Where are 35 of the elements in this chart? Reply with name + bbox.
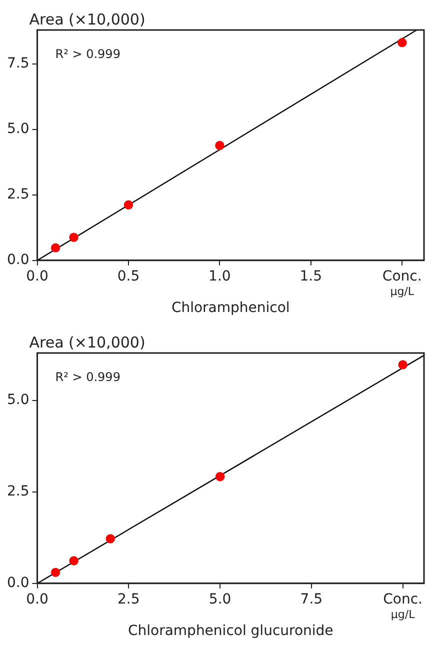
y-tick-label: 0.0 — [7, 252, 30, 268]
point — [398, 38, 407, 48]
y-tick-label: 2.5 — [7, 484, 30, 500]
annotation: R² > 0.999 — [55, 370, 120, 384]
x-tick-label: 0.0 — [26, 591, 48, 608]
point — [106, 534, 115, 544]
x-tick-label: 1.0 — [208, 268, 231, 284]
y-tick-label: 7.5 — [7, 56, 30, 72]
point — [215, 472, 225, 482]
x-tick-label: 1.5 — [300, 268, 322, 284]
point — [50, 568, 60, 578]
point — [398, 360, 408, 370]
y-tick-label: 5.0 — [7, 121, 30, 138]
point — [50, 243, 60, 252]
x-tick-label: 5.0 — [208, 591, 232, 608]
x-axis-title: Chloramphenicol — [171, 300, 290, 316]
y-tick-label: 2.5 — [7, 186, 30, 203]
x-tick-label: 7.5 — [300, 591, 323, 608]
point — [69, 556, 78, 566]
x-tick-label: 0.0 — [26, 268, 48, 284]
text: μg/L — [390, 608, 416, 621]
y-axis-title: Area (×10,000) — [29, 10, 146, 28]
point — [124, 200, 134, 210]
y-axis-title: Area (×10,000) — [29, 333, 146, 352]
annotation: R² > 0.999 — [55, 47, 120, 62]
x-tick-label: Conc. — [382, 268, 422, 284]
point — [69, 232, 78, 242]
x-tick-label: Conc. — [383, 591, 422, 608]
x-axis-title: Chloramphenicol glucuronide — [128, 623, 334, 640]
x-tick-label: 0.5 — [117, 268, 140, 284]
y-tick-label: 5.0 — [7, 392, 30, 408]
point — [215, 140, 224, 150]
x-tick-label: 2.5 — [118, 591, 140, 608]
text: μg/L — [390, 284, 415, 298]
y-tick-label: 0.0 — [7, 575, 30, 592]
